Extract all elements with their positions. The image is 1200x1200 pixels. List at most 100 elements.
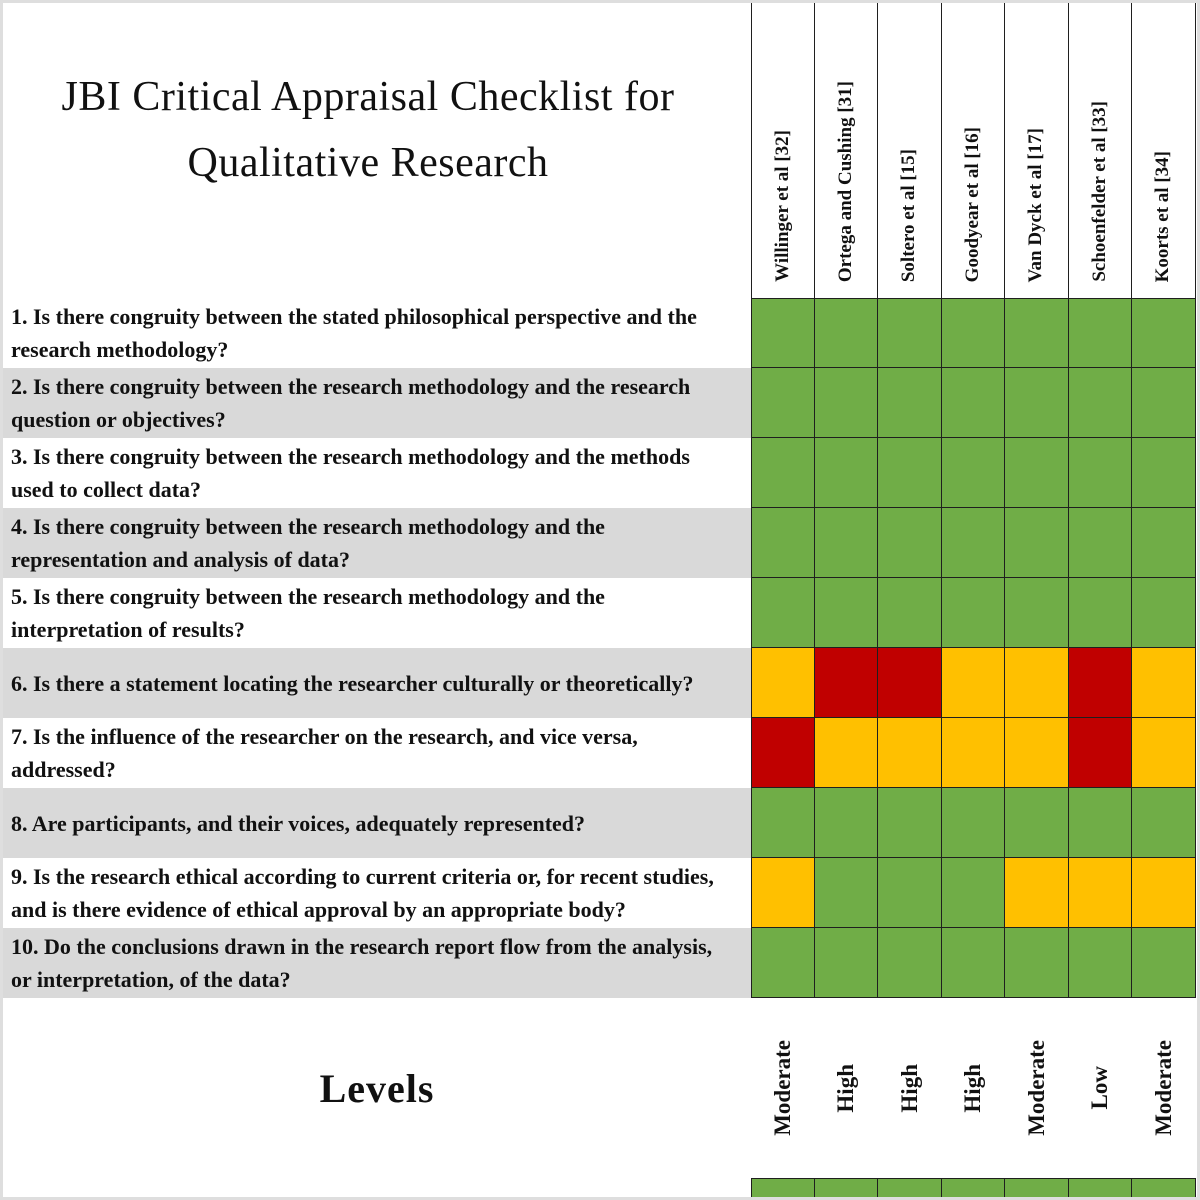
strip-cell-2: [814, 1178, 878, 1197]
bottom-strip-cells: [751, 1178, 1196, 1197]
rating-cell-q6-s1: [751, 648, 815, 718]
rating-cell-q10-s2: [814, 928, 878, 998]
question-text-4: 4. Is there congruity between the resear…: [3, 508, 751, 578]
level-cell-3: High: [878, 998, 942, 1178]
study-header-7: Koorts et al [34]: [1132, 3, 1196, 298]
rating-cell-q6-s5: [1005, 648, 1069, 718]
rating-cell-q9-s4: [941, 858, 1005, 928]
study-header-label: Willinger et al [32]: [771, 130, 793, 282]
rating-cell-q4-s4: [941, 508, 1005, 578]
strip-cell-1: [751, 1178, 815, 1197]
study-header-label: Koorts et al [34]: [1152, 150, 1174, 282]
rating-cell-q2-s2: [814, 368, 878, 438]
study-header-3: Soltero et al [15]: [878, 3, 942, 298]
rating-cell-q6-s2: [814, 648, 878, 718]
rating-cell-q3-s2: [814, 438, 878, 508]
appraisal-matrix: 1. Is there congruity between the stated…: [3, 298, 1197, 998]
rating-cell-q3-s7: [1132, 438, 1196, 508]
rating-cell-q8-s6: [1068, 788, 1132, 858]
rating-cell-q9-s5: [1005, 858, 1069, 928]
level-cell-6: Low: [1069, 998, 1133, 1178]
rating-cell-q6-s6: [1068, 648, 1132, 718]
footer-section: Levels Moderate High High High Moderate Low Mo…: [3, 998, 1197, 1178]
rating-cell-q7-s2: [814, 718, 878, 788]
level-label: High: [896, 1063, 922, 1113]
strip-cell-5: [1005, 1178, 1069, 1197]
rating-cell-q7-s4: [941, 718, 1005, 788]
question-text-1: 1. Is there congruity between the stated…: [3, 298, 751, 368]
question-row-5: 5. Is there congruity between the resear…: [3, 578, 1197, 648]
question-text-6: 6. Is there a statement locating the res…: [3, 648, 751, 718]
rating-cell-q2-s3: [878, 368, 942, 438]
rating-cell-q3-s5: [1005, 438, 1069, 508]
rating-cell-q8-s2: [814, 788, 878, 858]
strip-cell-7: [1132, 1178, 1196, 1197]
rating-cell-q2-s7: [1132, 368, 1196, 438]
rating-cell-q8-s3: [878, 788, 942, 858]
rating-cell-q8-s5: [1005, 788, 1069, 858]
rating-cell-q10-s7: [1132, 928, 1196, 998]
rating-cell-q5-s7: [1132, 578, 1196, 648]
question-row-4: 4. Is there congruity between the resear…: [3, 508, 1197, 578]
rating-cell-q7-s7: [1132, 718, 1196, 788]
study-column-headers: Willinger et al [32] Ortega and Cushing […: [751, 3, 1196, 298]
levels-label: Levels: [319, 1065, 435, 1111]
page-title-line-1: JBI Critical Appraisal Checklist for: [61, 74, 675, 121]
rating-cell-q1-s7: [1132, 298, 1196, 368]
rating-cell-q1-s1: [751, 298, 815, 368]
study-header-5: Van Dyck et al [17]: [1005, 3, 1069, 298]
rating-cell-q10-s6: [1068, 928, 1132, 998]
rating-cell-q6-s7: [1132, 648, 1196, 718]
rating-cell-q8-s1: [751, 788, 815, 858]
rating-cell-q4-s7: [1132, 508, 1196, 578]
rating-cell-q10-s3: [878, 928, 942, 998]
level-cell-7: Moderate: [1132, 998, 1196, 1178]
question-text-2: 2. Is there congruity between the resear…: [3, 368, 751, 438]
study-header-label: Schoenfelder et al [33]: [1088, 101, 1110, 282]
level-cell-5: Moderate: [1005, 998, 1069, 1178]
rating-cell-q1-s5: [1005, 298, 1069, 368]
study-header-label: Soltero et al [15]: [898, 148, 920, 282]
rating-cell-q4-s1: [751, 508, 815, 578]
rating-cell-q4-s3: [878, 508, 942, 578]
title-area: JBI Critical Appraisal Checklist for Qua…: [3, 3, 751, 298]
page-title: JBI Critical Appraisal Checklist for Qua…: [62, 65, 675, 195]
level-cell-2: High: [815, 998, 879, 1178]
question-text-5: 5. Is there congruity between the resear…: [3, 578, 751, 648]
levels-area: Levels: [3, 998, 751, 1178]
rating-cell-q3-s1: [751, 438, 815, 508]
level-label: Moderate: [1150, 1040, 1176, 1136]
rating-cell-q2-s4: [941, 368, 1005, 438]
study-header-label: Ortega and Cushing [31]: [834, 80, 856, 282]
strip-cell-3: [878, 1178, 942, 1197]
rating-cell-q5-s1: [751, 578, 815, 648]
level-labels-row: Moderate High High High Moderate Low Moderate: [751, 998, 1196, 1178]
rating-cell-q9-s2: [814, 858, 878, 928]
rating-cell-q8-s4: [941, 788, 1005, 858]
question-row-10: 10. Do the conclusions drawn in the rese…: [3, 928, 1197, 998]
rating-cell-q1-s4: [941, 298, 1005, 368]
level-label: Low: [1087, 1066, 1113, 1110]
rating-cell-q1-s3: [878, 298, 942, 368]
level-label: Moderate: [1023, 1040, 1049, 1136]
rating-cell-q10-s5: [1005, 928, 1069, 998]
rating-cell-q6-s3: [878, 648, 942, 718]
question-row-6: 6. Is there a statement locating the res…: [3, 648, 1197, 718]
question-row-7: 7. Is the influence of the researcher on…: [3, 718, 1197, 788]
header-section: JBI Critical Appraisal Checklist for Qua…: [3, 3, 1197, 298]
rating-cell-q5-s5: [1005, 578, 1069, 648]
question-row-9: 9. Is the research ethical according to …: [3, 858, 1197, 928]
rating-cell-q9-s6: [1068, 858, 1132, 928]
strip-cell-4: [941, 1178, 1005, 1197]
study-header-1: Willinger et al [32]: [751, 3, 815, 298]
question-text-10: 10. Do the conclusions drawn in the rese…: [3, 928, 751, 998]
level-label: High: [833, 1063, 859, 1113]
rating-cell-q2-s1: [751, 368, 815, 438]
study-header-label: Van Dyck et al [17]: [1025, 127, 1047, 282]
rating-cell-q3-s4: [941, 438, 1005, 508]
rating-cell-q9-s3: [878, 858, 942, 928]
study-header-4: Goodyear et al [16]: [942, 3, 1005, 298]
level-cell-1: Moderate: [751, 998, 815, 1178]
rating-cell-q10-s4: [941, 928, 1005, 998]
